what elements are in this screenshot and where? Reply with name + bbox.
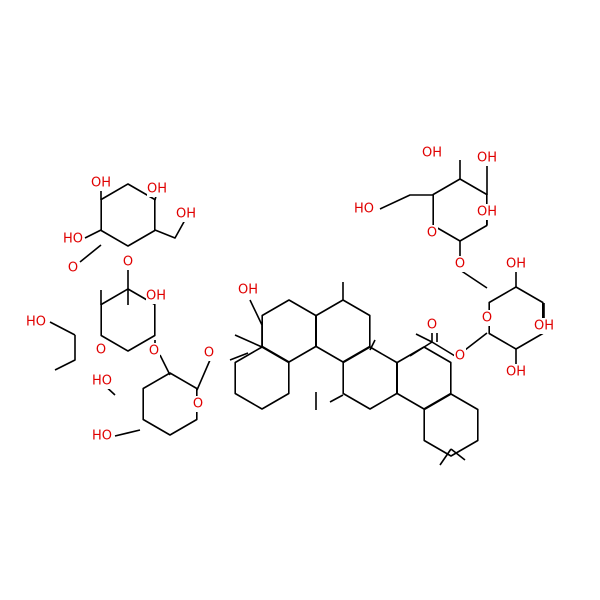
atom-label: OH (477, 205, 497, 220)
atom-label-bg (63, 231, 83, 247)
atom-label-bg (192, 396, 204, 412)
atom-label-bg (426, 225, 438, 241)
atom-label: OH (147, 182, 167, 197)
atom-label: O (204, 346, 214, 361)
atom-label-bg (481, 310, 493, 326)
atom-label: O (149, 344, 159, 359)
atom-label: OH (477, 151, 497, 166)
atom-label: O (96, 343, 106, 358)
atom-label-bg (454, 256, 466, 272)
atom-label-bg (454, 348, 466, 364)
atom-label: O (427, 226, 437, 241)
ring (100, 183, 156, 247)
bonds (49, 160, 545, 466)
atom-label: O (123, 255, 133, 270)
atom-label-bg (426, 317, 438, 333)
atom-label: OH (91, 176, 111, 191)
atom-label: OH (146, 289, 166, 304)
atom-label: OH (506, 365, 526, 380)
ring (142, 372, 198, 436)
atom-label-bg (354, 201, 374, 217)
atom-label-bg (147, 181, 167, 197)
atom-label: O (455, 349, 465, 364)
atom-label-bg (238, 282, 258, 298)
atom-label-bg (506, 364, 526, 380)
atom-label: O (482, 311, 492, 326)
atom-label-bg (422, 145, 442, 161)
atom-label-bg (534, 318, 554, 334)
atom-label-bg (203, 345, 215, 361)
atom-label-bg (477, 150, 497, 166)
atom-label: OH (506, 257, 526, 272)
atom-label-bg (91, 175, 111, 191)
atom-label-bg (92, 373, 112, 389)
atom-label-bg (506, 256, 526, 272)
atom-label-bg (122, 254, 134, 270)
atom-label-bg (477, 204, 497, 220)
atom-label: OH (534, 319, 554, 334)
ring (423, 393, 479, 457)
atom-label: O (455, 257, 465, 272)
atom-label: OH (238, 283, 258, 298)
atom-label: HO (26, 315, 46, 330)
ring (100, 288, 156, 352)
atom-label: OH (422, 146, 442, 161)
atom-label: HO (63, 232, 83, 247)
ring (432, 178, 488, 242)
atom-label: OH (176, 207, 196, 222)
atom-label: O (68, 261, 78, 276)
atom-label: O (427, 318, 437, 333)
atom-label: HO (354, 202, 374, 217)
atom-label-bg (95, 342, 107, 358)
atom-label-bg (67, 260, 79, 276)
atom-label-bg (146, 288, 166, 304)
ring (488, 286, 544, 350)
atom-label: HO (92, 429, 112, 444)
atom-label-bg (92, 428, 112, 444)
atom-label-bg (148, 343, 160, 359)
atom-label: HO (92, 374, 112, 389)
atom-label-bg (176, 206, 196, 222)
atom-label: O (193, 397, 203, 412)
atom-label-bg (26, 314, 46, 330)
